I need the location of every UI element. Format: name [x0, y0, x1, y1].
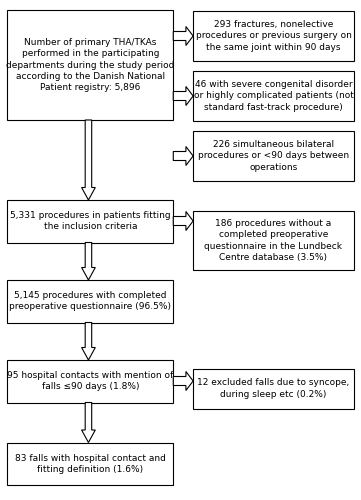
Text: 226 simultaneous bilateral
procedures or <90 days between
operations: 226 simultaneous bilateral procedures or… [198, 140, 349, 172]
Bar [193, 11, 354, 61]
Polygon shape [82, 242, 95, 280]
Bar [7, 200, 173, 242]
Polygon shape [82, 120, 95, 200]
Text: 186 procedures without a
completed preoperative
questionnaire in the Lundbeck
Ce: 186 procedures without a completed preop… [204, 220, 343, 262]
Text: 5,331 procedures in patients fitting
the inclusion criteria: 5,331 procedures in patients fitting the… [10, 211, 170, 232]
Bar [193, 71, 354, 121]
Polygon shape [173, 26, 193, 46]
Text: Number of primary THA/TKAs
performed in the participating
departments during the: Number of primary THA/TKAs performed in … [6, 38, 174, 92]
Text: 83 falls with hospital contact and
fitting definition (1.6%): 83 falls with hospital contact and fitti… [15, 454, 166, 474]
Text: 95 hospital contacts with mention of
falls ≤90 days (1.8%): 95 hospital contacts with mention of fal… [7, 371, 173, 392]
Bar [193, 368, 354, 408]
Text: 293 fractures, nonelective
procedures or previous surgery on
the same joint with: 293 fractures, nonelective procedures or… [196, 20, 351, 52]
Polygon shape [173, 146, 193, 166]
Bar [7, 442, 173, 485]
Polygon shape [173, 86, 193, 106]
Polygon shape [82, 322, 95, 360]
Bar [193, 211, 354, 270]
Polygon shape [173, 372, 193, 390]
Text: 46 with severe congenital disorder
or highly complicated patients (not
standard : 46 with severe congenital disorder or hi… [193, 80, 353, 112]
Polygon shape [82, 402, 95, 442]
Bar [7, 360, 173, 403]
Bar [7, 280, 173, 322]
Bar [193, 131, 354, 181]
Bar [7, 10, 173, 120]
Text: 12 excluded falls due to syncope,
during sleep etc (0.2%): 12 excluded falls due to syncope, during… [197, 378, 349, 398]
Polygon shape [173, 212, 193, 231]
Text: 5,145 procedures with completed
preoperative questionnaire (96.5%): 5,145 procedures with completed preopera… [9, 291, 171, 312]
